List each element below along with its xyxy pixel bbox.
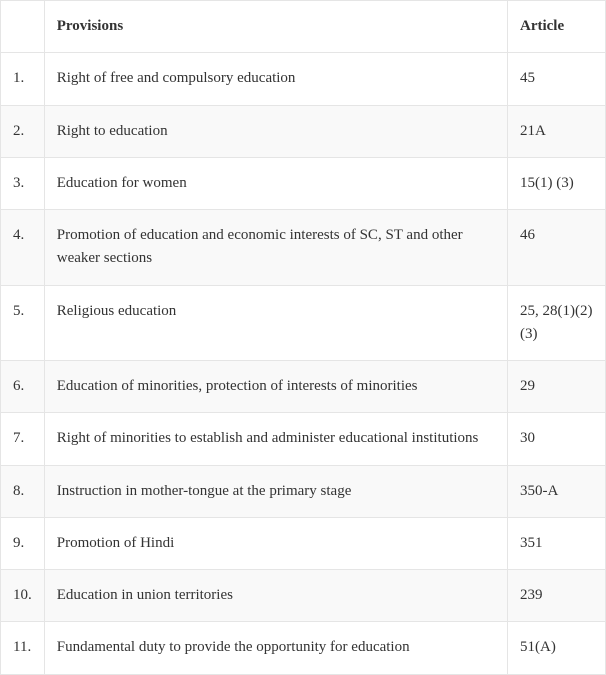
row-provision: Religious education xyxy=(44,285,507,361)
row-article: 351 xyxy=(508,517,606,569)
table-row: 1. Right of free and compulsory educatio… xyxy=(1,53,606,105)
table-row: 7. Right of minorities to establish and … xyxy=(1,413,606,465)
row-article: 15(1) (3) xyxy=(508,157,606,209)
row-num: 9. xyxy=(1,517,45,569)
header-row: Provisions Article xyxy=(1,1,606,53)
table-body: 1. Right of free and compulsory educatio… xyxy=(1,53,606,674)
header-num xyxy=(1,1,45,53)
row-num: 8. xyxy=(1,465,45,517)
table-row: 11. Fundamental duty to provide the oppo… xyxy=(1,622,606,674)
header-article: Article xyxy=(508,1,606,53)
row-provision: Instruction in mother-tongue at the prim… xyxy=(44,465,507,517)
row-num: 10. xyxy=(1,570,45,622)
row-provision: Education in union territories xyxy=(44,570,507,622)
table-row: 8. Instruction in mother-tongue at the p… xyxy=(1,465,606,517)
row-article: 25, 28(1)(2)(3) xyxy=(508,285,606,361)
row-provision: Right to education xyxy=(44,105,507,157)
row-article: 46 xyxy=(508,210,606,286)
row-article: 239 xyxy=(508,570,606,622)
table-row: 9. Promotion of Hindi 351 xyxy=(1,517,606,569)
row-article: 30 xyxy=(508,413,606,465)
row-num: 7. xyxy=(1,413,45,465)
row-article: 51(A) xyxy=(508,622,606,674)
row-provision: Promotion of Hindi xyxy=(44,517,507,569)
table-row: 3. Education for women 15(1) (3) xyxy=(1,157,606,209)
row-provision: Right of free and compulsory education xyxy=(44,53,507,105)
row-provision: Right of minorities to establish and adm… xyxy=(44,413,507,465)
table-row: 5. Religious education 25, 28(1)(2)(3) xyxy=(1,285,606,361)
table-row: 10. Education in union territories 239 xyxy=(1,570,606,622)
row-num: 5. xyxy=(1,285,45,361)
table-row: 2. Right to education 21A xyxy=(1,105,606,157)
row-num: 3. xyxy=(1,157,45,209)
row-article: 350-A xyxy=(508,465,606,517)
row-provision: Fundamental duty to provide the opportun… xyxy=(44,622,507,674)
row-num: 6. xyxy=(1,361,45,413)
table-row: 4. Promotion of education and economic i… xyxy=(1,210,606,286)
row-article: 45 xyxy=(508,53,606,105)
table-header: Provisions Article xyxy=(1,1,606,53)
row-provision: Promotion of education and economic inte… xyxy=(44,210,507,286)
row-article: 29 xyxy=(508,361,606,413)
header-provisions: Provisions xyxy=(44,1,507,53)
row-article: 21A xyxy=(508,105,606,157)
row-provision: Education for women xyxy=(44,157,507,209)
row-num: 11. xyxy=(1,622,45,674)
table-row: 6. Education of minorities, protection o… xyxy=(1,361,606,413)
row-num: 4. xyxy=(1,210,45,286)
row-provision: Education of minorities, protection of i… xyxy=(44,361,507,413)
provisions-table: Provisions Article 1. Right of free and … xyxy=(0,0,606,675)
row-num: 1. xyxy=(1,53,45,105)
row-num: 2. xyxy=(1,105,45,157)
